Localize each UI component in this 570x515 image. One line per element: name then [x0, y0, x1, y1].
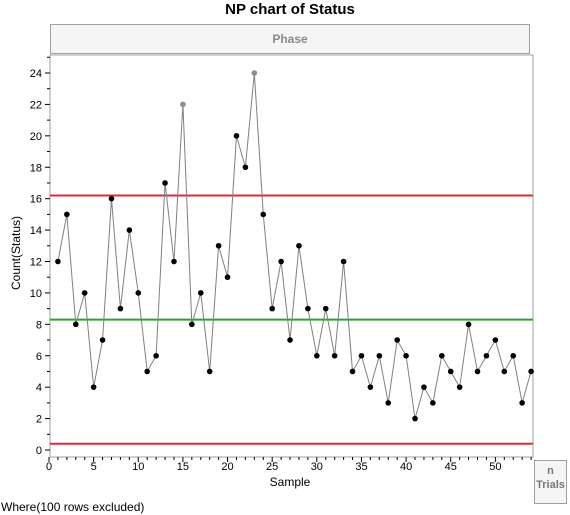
data-point[interactable]: [376, 352, 383, 359]
data-point[interactable]: [153, 352, 159, 359]
n-trials-box[interactable]: n Trials: [534, 460, 567, 504]
n-trials-line1: n: [547, 465, 554, 477]
x-tick-label: 0: [46, 461, 52, 473]
x-tick-label: 25: [266, 461, 278, 473]
data-point[interactable]: [162, 180, 168, 186]
data-point[interactable]: [233, 133, 240, 139]
data-point[interactable]: [171, 258, 177, 265]
data-point[interactable]: [135, 290, 142, 296]
data-point[interactable]: [287, 337, 293, 343]
data-point[interactable]: [465, 321, 472, 328]
data-point[interactable]: [421, 384, 427, 390]
data-point[interactable]: [90, 384, 97, 390]
data-point[interactable]: [519, 400, 525, 406]
x-tick-label: 40: [400, 461, 412, 473]
data-point[interactable]: [367, 384, 374, 390]
x-axis-label: Sample: [269, 475, 311, 489]
data-point[interactable]: [403, 352, 409, 359]
n-trials-line2: Trials: [536, 479, 565, 491]
data-point[interactable]: [528, 368, 534, 375]
y-tick-label: 4: [36, 382, 42, 394]
y-tick-label: 16: [30, 194, 42, 206]
data-point[interactable]: [260, 211, 267, 218]
data-point[interactable]: [72, 321, 79, 328]
data-point[interactable]: [55, 258, 61, 265]
y-tick-label: 12: [30, 257, 42, 269]
data-point[interactable]: [197, 290, 204, 296]
data-point[interactable]: [305, 305, 311, 312]
data-point[interactable]: [117, 305, 124, 312]
series-line-group: [57, 72, 532, 419]
data-point[interactable]: [126, 227, 133, 233]
data-point[interactable]: [492, 337, 499, 343]
data-point[interactable]: [269, 305, 275, 312]
data-point[interactable]: [314, 352, 320, 359]
phase-label: Phase: [272, 32, 308, 46]
data-point[interactable]: [242, 164, 249, 171]
x-tick-label: 35: [355, 461, 367, 473]
data-point[interactable]: [358, 352, 365, 359]
data-point[interactable]: [296, 242, 302, 249]
x-tick-label: 5: [91, 461, 97, 473]
data-point[interactable]: [385, 400, 392, 406]
data-point-out-of-control[interactable]: [180, 101, 186, 108]
series-line: [57, 72, 532, 419]
y-tick-label: 24: [30, 68, 42, 80]
y-tick-label: 8: [36, 319, 42, 331]
data-point[interactable]: [108, 195, 115, 202]
x-tick-label: 50: [489, 461, 501, 473]
data-point[interactable]: [456, 384, 463, 390]
x-tick-label: 15: [177, 461, 189, 473]
x-tick-label: 10: [132, 461, 144, 473]
data-point[interactable]: [412, 415, 418, 422]
data-points: [55, 70, 534, 422]
y-tick-label: 2: [36, 414, 42, 426]
data-point[interactable]: [206, 368, 213, 375]
data-point[interactable]: [349, 368, 356, 375]
data-point[interactable]: [278, 258, 284, 265]
y-tick-label: 22: [30, 99, 42, 111]
phase-header[interactable]: Phase: [50, 24, 530, 54]
data-point[interactable]: [394, 337, 400, 343]
data-point-out-of-control[interactable]: [251, 70, 258, 76]
where-clause-note: Where(100 rows excluded): [1, 500, 145, 514]
data-point[interactable]: [224, 274, 231, 281]
y-tick-label: 10: [30, 288, 42, 300]
data-point[interactable]: [99, 337, 106, 343]
data-point[interactable]: [501, 368, 508, 375]
x-tick-label: 30: [311, 461, 323, 473]
data-point[interactable]: [64, 211, 70, 218]
x-axis: 0510152025303540455055: [46, 457, 546, 473]
y-axis-label: Count(Status): [9, 215, 23, 291]
data-point[interactable]: [430, 400, 436, 406]
data-point[interactable]: [81, 290, 88, 296]
data-point[interactable]: [340, 258, 347, 265]
data-point[interactable]: [144, 368, 150, 375]
data-point[interactable]: [322, 305, 329, 312]
y-tick-label: 14: [30, 225, 42, 237]
data-point[interactable]: [474, 368, 481, 375]
data-point[interactable]: [447, 368, 454, 375]
data-point[interactable]: [189, 321, 195, 328]
y-tick-label: 20: [30, 131, 42, 143]
y-tick-label: 0: [36, 445, 42, 457]
data-point[interactable]: [483, 352, 490, 359]
data-point[interactable]: [510, 352, 517, 359]
y-tick-label: 6: [36, 351, 42, 363]
plot-frame: [49, 54, 534, 458]
chart-title: NP chart of Status: [225, 1, 355, 18]
data-point[interactable]: [439, 352, 445, 359]
x-tick-label: 45: [445, 461, 457, 473]
data-point[interactable]: [215, 242, 222, 249]
data-point[interactable]: [331, 352, 338, 359]
x-tick-label: 20: [221, 461, 233, 473]
y-tick-label: 18: [30, 162, 42, 174]
